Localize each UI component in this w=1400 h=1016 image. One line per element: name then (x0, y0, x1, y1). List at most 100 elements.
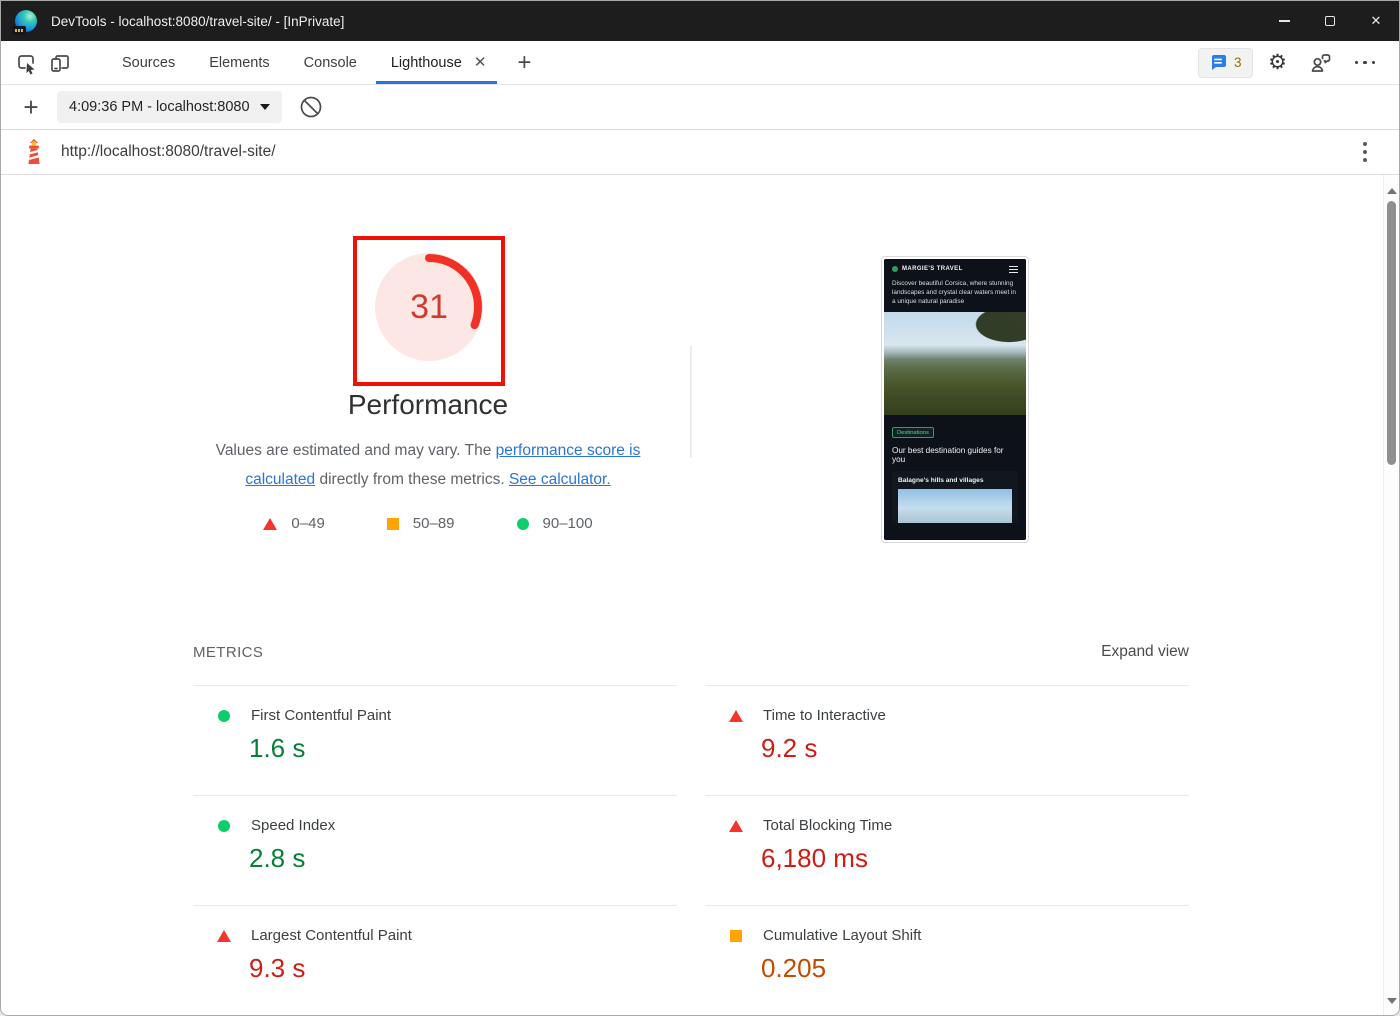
thumb-card-title: Balagne's hills and villages (898, 476, 984, 484)
metric-label: Cumulative Layout Shift (763, 927, 922, 944)
page-screenshot-thumbnail: MARGIE'S TRAVEL Discover beautiful Corsi… (881, 256, 1029, 543)
report-url-row: http://localhost:8080/travel-site/ (1, 130, 1399, 175)
performance-score-link[interactable]: performance score is calculated (245, 442, 641, 488)
issues-counter-button[interactable]: 3 (1197, 47, 1253, 78)
tab-elements[interactable]: Elements (192, 41, 286, 84)
metrics-header-row: METRICS Expand view (193, 643, 1189, 661)
metric-time-to-interactive[interactable]: Time to Interactive 9.2 s (705, 685, 1189, 795)
metric-label: Largest Contentful Paint (251, 927, 412, 944)
device-toolbar-icon[interactable] (43, 46, 77, 80)
metric-largest-contentful-paint[interactable]: Largest Contentful Paint 9.3 s (193, 905, 677, 1015)
metric-label: Speed Index (251, 817, 336, 834)
devtools-tab-strip: Sources Elements Console Lighthouse ✕ + (105, 41, 545, 84)
legend-pass-range: 90–100 (542, 515, 593, 532)
legend-fail: 0–49 (263, 515, 325, 532)
legend-average: 50–89 (386, 515, 455, 532)
devtools-toolbar-right: 3 ⚙ (1197, 46, 1386, 80)
lighthouse-toolbar: + 4:09:36 PM - localhost:8080 (1, 85, 1399, 130)
thumb-hamburger-icon (1009, 266, 1018, 273)
metric-speed-index[interactable]: Speed Index 2.8 s (193, 795, 677, 905)
fail-triangle-icon (729, 819, 743, 832)
report-menu-icon[interactable] (1363, 142, 1367, 162)
minimize-button[interactable] (1261, 1, 1307, 41)
metric-label: First Contentful Paint (251, 707, 392, 724)
metric-first-contentful-paint[interactable]: First Contentful Paint 1.6 s (193, 685, 677, 795)
close-button[interactable]: ✕ (1370, 13, 1382, 28)
scrollbar-thumb[interactable] (1387, 201, 1396, 465)
see-calculator-link[interactable]: See calculator. (508, 471, 611, 488)
tab-sources[interactable]: Sources (105, 41, 192, 84)
metric-total-blocking-time[interactable]: Total Blocking Time 6,180 ms (705, 795, 1189, 905)
thumb-tagline: Discover beautiful Corsica, where stunni… (892, 279, 1016, 305)
scroll-down-arrow-icon[interactable] (1387, 998, 1397, 1004)
pass-circle-icon (218, 819, 230, 832)
metric-value: 6,180 ms (761, 843, 868, 873)
thumb-site-header: MARGIE'S TRAVEL Discover beautiful Corsi… (884, 259, 1026, 312)
metric-value: 1.6 s (249, 733, 306, 763)
tab-close-icon[interactable]: ✕ (473, 54, 487, 71)
expand-view-button[interactable]: Expand view (1101, 643, 1189, 660)
devtools-toolbar: Sources Elements Console Lighthouse ✕ + … (1, 41, 1399, 85)
tab-console[interactable]: Console (287, 41, 374, 84)
chevron-down-icon (259, 104, 270, 110)
window-controls: ✕ (1261, 1, 1399, 41)
metrics-grid: First Contentful Paint 1.6 s Time to Int… (193, 685, 1189, 1015)
lighthouse-logo-icon (28, 139, 40, 164)
fail-triangle-icon (729, 709, 743, 722)
fail-triangle-icon (217, 929, 231, 942)
title-bar: DevTools - localhost:8080/travel-site/ -… (1, 1, 1399, 41)
metric-value: 9.3 s (249, 953, 306, 983)
window-title: DevTools - localhost:8080/travel-site/ -… (51, 13, 345, 29)
issues-count: 3 (1233, 55, 1242, 70)
performance-score-value: 31 (410, 287, 448, 326)
tab-lighthouse[interactable]: Lighthouse ✕ (374, 41, 500, 84)
new-report-icon[interactable]: + (23, 91, 39, 122)
description-text-1: Values are estimated and may vary. The (215, 442, 496, 459)
inspect-element-icon[interactable] (9, 46, 43, 80)
thumb-brand-logo-icon (892, 266, 898, 273)
legend-fail-range: 0–49 (291, 515, 325, 532)
pass-circle-icon (218, 709, 230, 722)
tab-elements-label: Elements (209, 54, 270, 71)
vertical-divider (690, 346, 692, 458)
feedback-icon[interactable] (1303, 46, 1337, 80)
thumb-guide-card: Balagne's hills and villages (892, 470, 1018, 523)
metric-label: Total Blocking Time (763, 817, 893, 834)
category-title: Performance (347, 389, 509, 420)
more-options-icon[interactable] (1345, 60, 1386, 65)
add-tab-button[interactable]: + (517, 48, 532, 76)
score-description: Values are estimated and may vary. The p… (188, 436, 668, 494)
average-square-icon (730, 929, 742, 942)
metric-value: 2.8 s (249, 843, 306, 873)
scroll-up-arrow-icon[interactable] (1387, 188, 1397, 194)
metric-value: 9.2 s (761, 733, 818, 763)
vertical-scrollbar[interactable] (1383, 175, 1399, 1015)
thumb-hero-photo (884, 311, 1026, 415)
legend-pass: 90–100 (516, 515, 593, 532)
tab-console-label: Console (303, 54, 357, 71)
performance-score-gauge[interactable]: 31 (375, 253, 483, 361)
fail-triangle-icon (263, 517, 278, 530)
description-text-2: directly from these metrics. (315, 471, 509, 488)
metric-value: 0.205 (761, 953, 827, 983)
edge-inprivate-icon (12, 10, 37, 35)
metric-cumulative-layout-shift[interactable]: Cumulative Layout Shift 0.205 (705, 905, 1189, 1015)
thumb-card-photo (898, 488, 1012, 523)
report-selector-label: 4:09:36 PM - localhost:8080 (69, 99, 250, 115)
metrics-section-title: METRICS (193, 643, 264, 661)
clear-reports-icon[interactable] (294, 90, 328, 124)
settings-gear-icon[interactable]: ⚙ (1268, 51, 1287, 74)
issues-bubble-icon (1211, 54, 1226, 70)
score-legend: 0–49 50–89 90–100 (193, 515, 663, 532)
average-square-icon (386, 517, 399, 530)
tab-lighthouse-label: Lighthouse (390, 54, 462, 71)
thumb-destinations-badge: Destinations (892, 427, 934, 439)
report-url: http://localhost:8080/travel-site/ (61, 143, 276, 160)
tab-sources-label: Sources (122, 54, 176, 71)
metric-label: Time to Interactive (763, 707, 886, 724)
thumb-heading: Our best destination guides for you (892, 445, 1004, 464)
report-selector-dropdown[interactable]: 4:09:36 PM - localhost:8080 (57, 91, 282, 123)
maximize-button[interactable] (1307, 1, 1353, 41)
inprivate-badge-icon (12, 26, 26, 35)
thumb-lower-section: Destinations Our best destination guides… (884, 414, 1026, 540)
